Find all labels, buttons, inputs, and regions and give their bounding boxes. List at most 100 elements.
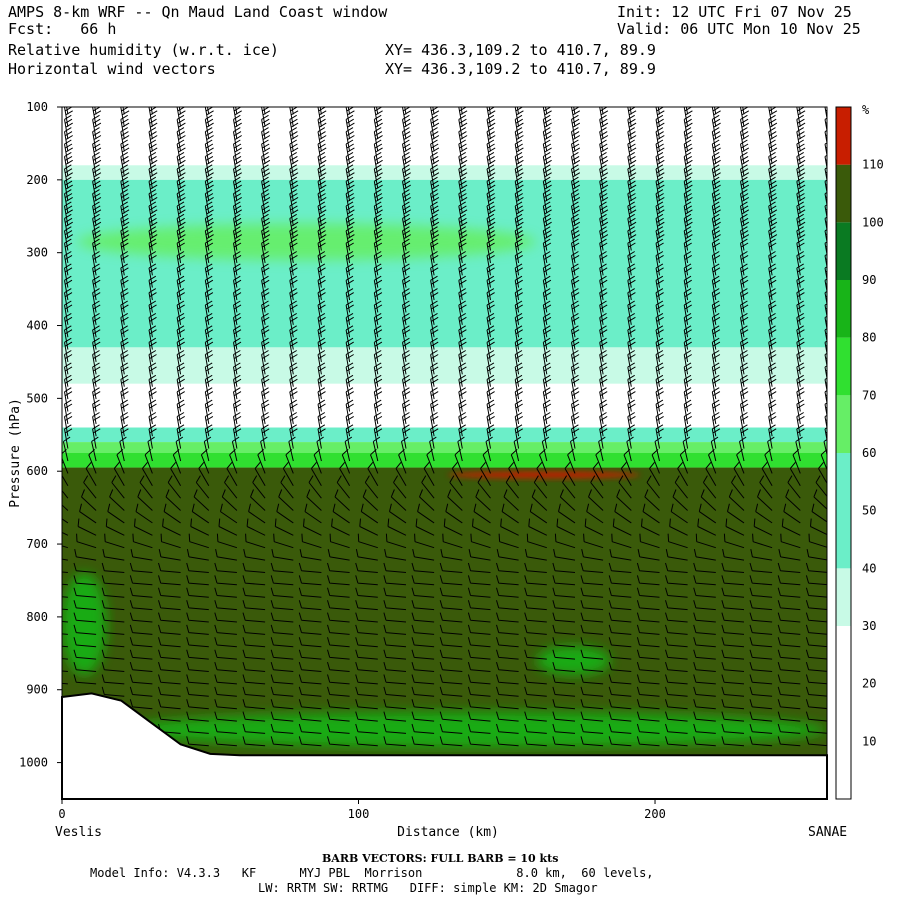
wind-barb bbox=[608, 674, 632, 685]
wind-barb bbox=[595, 449, 604, 474]
wind-barb bbox=[411, 562, 435, 573]
wind-barb bbox=[355, 548, 378, 561]
wind-barb bbox=[683, 251, 692, 276]
wind-barb bbox=[683, 107, 693, 127]
wind-barb bbox=[571, 251, 580, 276]
wind-barb bbox=[496, 736, 519, 747]
wind-barb bbox=[298, 723, 322, 734]
wind-barb bbox=[91, 436, 99, 462]
x-right-label: SANAE bbox=[808, 825, 847, 840]
wind-barb bbox=[270, 723, 294, 734]
wind-barb bbox=[749, 686, 773, 697]
wind-barb bbox=[665, 612, 688, 623]
wind-barb bbox=[233, 300, 242, 325]
wind-barb bbox=[233, 189, 242, 214]
wind-barb bbox=[414, 533, 435, 549]
wind-barb bbox=[92, 238, 101, 263]
wind-barb bbox=[62, 608, 68, 611]
wind-barb bbox=[514, 114, 524, 140]
wind-barb bbox=[62, 571, 68, 573]
wind-barb bbox=[355, 600, 378, 611]
wind-barb bbox=[261, 350, 270, 375]
wind-barb bbox=[514, 337, 523, 362]
wind-barb bbox=[796, 412, 805, 437]
wind-barb bbox=[203, 436, 212, 462]
wind-barb bbox=[204, 350, 214, 375]
wind-barb bbox=[539, 449, 548, 474]
wind-barb bbox=[242, 723, 266, 734]
rh-feature bbox=[447, 471, 641, 479]
wind-barb bbox=[233, 387, 242, 412]
wind-barb bbox=[186, 562, 209, 573]
wind-barb bbox=[92, 151, 102, 177]
wind-barb bbox=[158, 562, 181, 573]
wind-barb bbox=[73, 661, 97, 672]
wind-barb bbox=[186, 548, 209, 561]
wind-barb bbox=[608, 649, 632, 660]
wind-barb bbox=[148, 387, 157, 412]
wind-barb bbox=[777, 600, 801, 611]
wind-barb bbox=[430, 139, 440, 164]
wind-barb bbox=[62, 596, 68, 598]
wind-barb bbox=[683, 288, 692, 313]
wind-barb bbox=[655, 226, 665, 251]
wind-barb bbox=[373, 374, 383, 400]
wind-barb bbox=[599, 399, 608, 424]
wind-barb bbox=[514, 213, 524, 239]
wind-barb bbox=[120, 238, 129, 263]
wind-barb bbox=[385, 533, 407, 549]
wind-barb bbox=[740, 251, 749, 276]
wind-barb bbox=[458, 213, 468, 239]
wind-barb bbox=[636, 649, 660, 660]
wind-barb bbox=[242, 637, 266, 648]
wind-barb bbox=[496, 587, 519, 598]
wind-barb bbox=[289, 325, 298, 350]
wind-barb bbox=[711, 107, 721, 127]
wind-barb bbox=[204, 164, 214, 189]
wind-barb bbox=[204, 201, 214, 226]
wind-barb bbox=[514, 251, 523, 276]
wind-barb bbox=[636, 575, 660, 586]
wind-barb bbox=[317, 288, 326, 313]
wind-barb bbox=[402, 275, 411, 301]
y-tick-label: 1000 bbox=[19, 756, 48, 770]
wind-barb bbox=[627, 151, 637, 177]
wind-barb bbox=[345, 275, 354, 301]
wind-barb bbox=[439, 587, 463, 598]
wind-barb bbox=[439, 612, 463, 623]
wind-barb bbox=[298, 637, 322, 648]
wind-barb bbox=[64, 189, 73, 214]
wind-barb bbox=[120, 263, 129, 288]
wind-barb bbox=[336, 475, 350, 499]
y-tick-label: 200 bbox=[26, 173, 48, 187]
wind-barb bbox=[552, 649, 576, 660]
wind-barb bbox=[317, 251, 326, 276]
wind-barb bbox=[542, 399, 552, 424]
wind-barb bbox=[665, 562, 688, 573]
wind-barb bbox=[655, 151, 665, 177]
wind-barb bbox=[636, 612, 660, 623]
wind-barb bbox=[777, 575, 801, 586]
wind-barb bbox=[693, 612, 716, 623]
wind-barb bbox=[514, 226, 524, 251]
rh-layer bbox=[62, 442, 827, 453]
wind-barb bbox=[148, 424, 157, 449]
wind-barb bbox=[514, 151, 524, 177]
wind-barb bbox=[571, 238, 580, 263]
wind-barb bbox=[524, 587, 547, 598]
wind-barb bbox=[129, 600, 153, 611]
wind-barb bbox=[810, 518, 827, 536]
wind-barb bbox=[627, 300, 636, 325]
wind-barb bbox=[580, 723, 604, 734]
wind-barb bbox=[289, 238, 298, 263]
wind-barb bbox=[175, 436, 184, 462]
wind-barb bbox=[644, 489, 660, 511]
wind-barb bbox=[796, 275, 805, 301]
wind-barb bbox=[711, 127, 721, 152]
wind-barb bbox=[740, 387, 749, 412]
wind-barb bbox=[683, 189, 693, 214]
wind-barb bbox=[176, 399, 185, 424]
wind-barb bbox=[188, 533, 209, 549]
wind-barb bbox=[627, 350, 636, 375]
wind-barb bbox=[580, 637, 604, 648]
